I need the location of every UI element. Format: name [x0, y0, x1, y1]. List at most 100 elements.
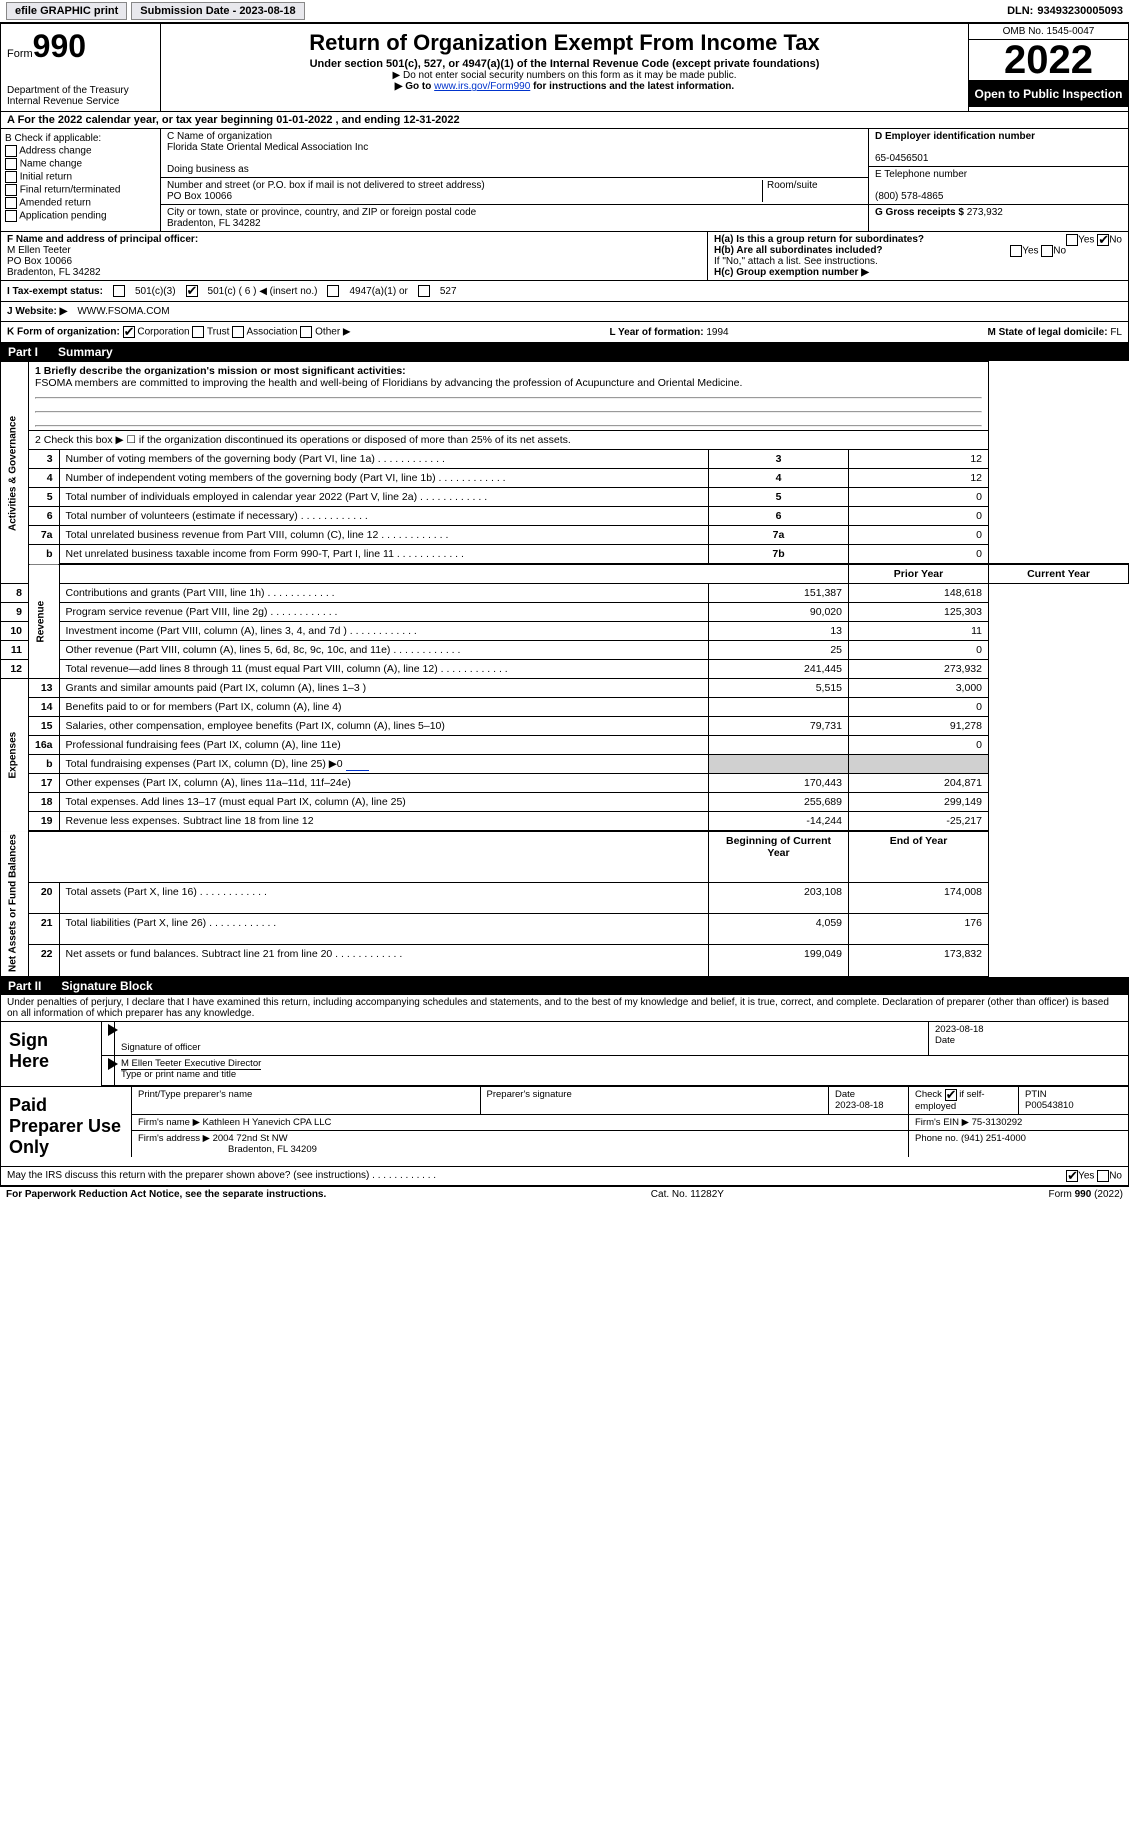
- paid-preparer-block: Paid Preparer Use Only Print/Type prepar…: [0, 1087, 1129, 1167]
- form-number: 990: [33, 28, 86, 64]
- chk-corp[interactable]: [123, 326, 135, 338]
- row-text: Total number of individuals employed in …: [59, 488, 708, 507]
- lbl-app-pending: Application pending: [19, 211, 106, 222]
- section-a-text: A For the 2022 calendar year, or tax yea…: [7, 114, 460, 126]
- org-name-label: C Name of organization: [167, 131, 862, 142]
- chk-527[interactable]: [418, 285, 430, 297]
- chk-other[interactable]: [300, 326, 312, 338]
- chk-501c[interactable]: [186, 285, 198, 297]
- firm-name-label: Firm's name ▶: [138, 1117, 200, 1128]
- prep-date-label: Date: [835, 1089, 855, 1100]
- firm-ein-label: Firm's EIN ▶: [915, 1117, 969, 1128]
- chk-name-change[interactable]: [5, 158, 17, 170]
- prep-date: 2023-08-18: [835, 1100, 884, 1111]
- row-cy: 3,000: [849, 679, 989, 698]
- chk-hb-no[interactable]: [1041, 245, 1053, 257]
- chk-assoc[interactable]: [232, 326, 244, 338]
- part1-header: Part I Summary: [0, 343, 1129, 361]
- side-governance: Activities & Governance: [1, 362, 29, 584]
- row-text: Net assets or fund balances. Subtract li…: [59, 945, 708, 976]
- row-num: 3: [29, 450, 60, 469]
- sig-name-label: Type or print name and title: [121, 1069, 236, 1080]
- discuss-text: May the IRS discuss this return with the…: [7, 1170, 436, 1182]
- hdr-current-year: Current Year: [1027, 568, 1090, 580]
- city-label: City or town, state or province, country…: [167, 207, 862, 218]
- row-text: Net unrelated business taxable income fr…: [59, 545, 708, 565]
- row-fh: F Name and address of principal officer:…: [0, 232, 1129, 281]
- sig-declaration: Under penalties of perjury, I declare th…: [0, 995, 1129, 1022]
- info-grid: B Check if applicable: Address change Na…: [0, 129, 1129, 232]
- row-text: Professional fundraising fees (Part IX, …: [59, 736, 708, 755]
- chk-initial-return[interactable]: [5, 171, 17, 183]
- chk-4947[interactable]: [327, 285, 339, 297]
- lbl-yes2: Yes: [1022, 246, 1038, 257]
- row-cy: 174,008: [849, 883, 989, 914]
- row-cy: 11: [849, 622, 989, 641]
- chk-discuss-yes[interactable]: [1066, 1170, 1078, 1182]
- chk-ha-yes[interactable]: [1066, 234, 1078, 246]
- state-domicile-label: M State of legal domicile:: [988, 327, 1108, 338]
- lbl-no: No: [1109, 235, 1122, 246]
- row-text: Total unrelated business revenue from Pa…: [59, 526, 708, 545]
- row-cy: 148,618: [849, 584, 989, 603]
- efile-print-button[interactable]: efile GRAPHIC print: [6, 2, 127, 20]
- firm-addr-label: Firm's address ▶: [138, 1133, 210, 1144]
- row-text: Benefits paid to or for members (Part IX…: [59, 698, 708, 717]
- lbl-4947: 4947(a)(1) or: [349, 286, 407, 297]
- form-header: Form990 Department of the Treasury Inter…: [0, 22, 1129, 112]
- paid-preparer-label: Paid Preparer Use Only: [1, 1087, 131, 1166]
- submission-date-button[interactable]: Submission Date - 2023-08-18: [131, 2, 304, 20]
- open-inspection: Open to Public Inspection: [969, 81, 1128, 107]
- lbl-no2: No: [1053, 246, 1066, 257]
- row-num: 10: [1, 622, 29, 641]
- chk-501c3[interactable]: [113, 285, 125, 297]
- lbl-discuss-yes: Yes: [1078, 1170, 1094, 1181]
- row-num: 22: [29, 945, 60, 976]
- row-i: I Tax-exempt status: 501(c)(3) 501(c) ( …: [0, 281, 1129, 302]
- side-revenue: Revenue: [29, 564, 60, 679]
- goto-post: for instructions and the latest informat…: [530, 81, 734, 92]
- chk-ha-no[interactable]: [1097, 234, 1109, 246]
- row-py: [709, 755, 849, 774]
- goto-pre: ▶ Go to: [395, 81, 434, 92]
- row-py: -14,244: [709, 812, 849, 832]
- firm-addr2: Bradenton, FL 34209: [228, 1144, 317, 1155]
- ptin-label: PTIN: [1025, 1089, 1047, 1100]
- lbl-501c: 501(c) ( 6 ) ◀ (insert no.): [208, 286, 318, 297]
- footer-left: For Paperwork Reduction Act Notice, see …: [6, 1189, 326, 1200]
- org-name: Florida State Oriental Medical Associati…: [167, 142, 862, 153]
- lbl-501c3: 501(c)(3): [135, 286, 176, 297]
- row-num: b: [29, 545, 60, 565]
- chk-app-pending[interactable]: [5, 210, 17, 222]
- chk-self-employed[interactable]: [945, 1089, 957, 1101]
- ptin: P00543810: [1025, 1100, 1074, 1111]
- topbar: efile GRAPHIC print Submission Date - 20…: [0, 0, 1129, 22]
- row-num: 14: [29, 698, 60, 717]
- chk-amended[interactable]: [5, 197, 17, 209]
- sign-here-block: Sign Here Signature of officer 2023-08-1…: [0, 1022, 1129, 1087]
- gross-label: G Gross receipts $: [875, 207, 964, 218]
- firm-addr1: 2004 72nd St NW: [213, 1133, 288, 1144]
- prep-phone: (941) 251-4000: [961, 1133, 1026, 1144]
- row-num: 12: [1, 660, 29, 679]
- chk-trust[interactable]: [192, 326, 204, 338]
- chk-hb-yes[interactable]: [1010, 245, 1022, 257]
- row-py: 255,689: [709, 793, 849, 812]
- row-text: Other revenue (Part VIII, column (A), li…: [59, 641, 708, 660]
- row-num: 8: [1, 584, 29, 603]
- part2-tag: Part II: [8, 979, 41, 993]
- row-py: 5,515: [709, 679, 849, 698]
- dept-treasury: Department of the Treasury: [7, 85, 154, 96]
- lbl-amended: Amended return: [19, 198, 91, 209]
- row-val: 12: [849, 450, 989, 469]
- phone-label: E Telephone number: [875, 169, 967, 180]
- page-footer: For Paperwork Reduction Act Notice, see …: [0, 1186, 1129, 1202]
- irs-link[interactable]: www.irs.gov/Form990: [434, 81, 530, 92]
- col-c: C Name of organization Florida State Ori…: [161, 129, 868, 231]
- hb-note: If "No," attach a list. See instructions…: [714, 256, 1122, 267]
- chk-address-change[interactable]: [5, 145, 17, 157]
- row-text: Salaries, other compensation, employee b…: [59, 717, 708, 736]
- row-text: Revenue less expenses. Subtract line 18 …: [59, 812, 708, 832]
- chk-discuss-no[interactable]: [1097, 1170, 1109, 1182]
- chk-final-return[interactable]: [5, 184, 17, 196]
